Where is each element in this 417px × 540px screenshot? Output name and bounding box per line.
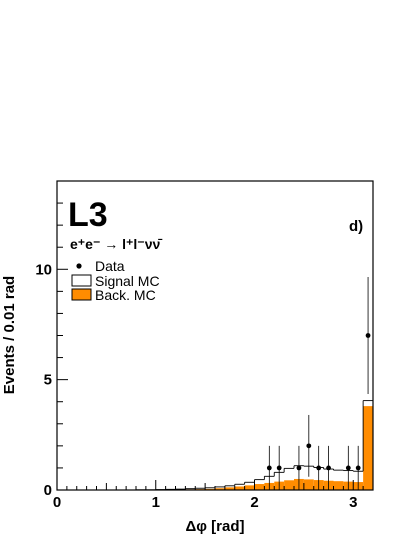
- background-bar: [224, 487, 235, 490]
- background-bar: [284, 480, 294, 490]
- data-point: [365, 333, 371, 338]
- background-bar: [215, 488, 225, 490]
- legend: Data Signal MC Back. MC: [71, 258, 160, 303]
- plot-frame: [56, 180, 374, 491]
- data-point: [355, 465, 361, 471]
- x-tick-label: 1: [152, 494, 160, 511]
- background-bar: [254, 484, 265, 490]
- data-points: [266, 277, 371, 490]
- experiment-label: L3: [68, 196, 108, 234]
- legend-signal-label: Signal MC: [95, 273, 160, 289]
- x-tick-label: 0: [53, 494, 61, 511]
- background-bar: [333, 481, 344, 490]
- process-label: e⁺e⁻ → l⁺l⁻νν̄: [70, 236, 163, 252]
- legend-data-label: Data: [95, 258, 125, 274]
- y-tick-label: 10: [35, 261, 52, 278]
- signal-mc-histogram: [57, 400, 374, 491]
- axis-ticks: 0 1 2 3 0 5 10: [35, 180, 374, 511]
- data-point: [326, 465, 331, 471]
- legend-background-label: Back. MC: [95, 287, 156, 303]
- data-point: [276, 465, 282, 471]
- panel-label: d): [349, 218, 363, 235]
- x-tick-label: 2: [250, 494, 258, 511]
- background-bar: [363, 406, 373, 490]
- legend-signal-swatch: [71, 274, 92, 287]
- data-point: [345, 465, 351, 471]
- data-point: [266, 465, 272, 471]
- y-axis-label: Events / 0.01 rad: [1, 276, 18, 394]
- x-tick-label: 3: [349, 494, 357, 511]
- data-point: [316, 465, 322, 471]
- legend-background-swatch: [71, 288, 92, 301]
- background-bar: [234, 486, 245, 490]
- x-axis-label: Δφ [rad]: [185, 518, 244, 535]
- background-bar: [244, 485, 255, 490]
- y-tick-label: 5: [44, 372, 52, 389]
- background-bar: [303, 479, 314, 490]
- data-point: [296, 465, 302, 471]
- y-tick-label: 0: [44, 482, 52, 499]
- legend-data-marker: [76, 263, 82, 269]
- data-point: [306, 443, 312, 449]
